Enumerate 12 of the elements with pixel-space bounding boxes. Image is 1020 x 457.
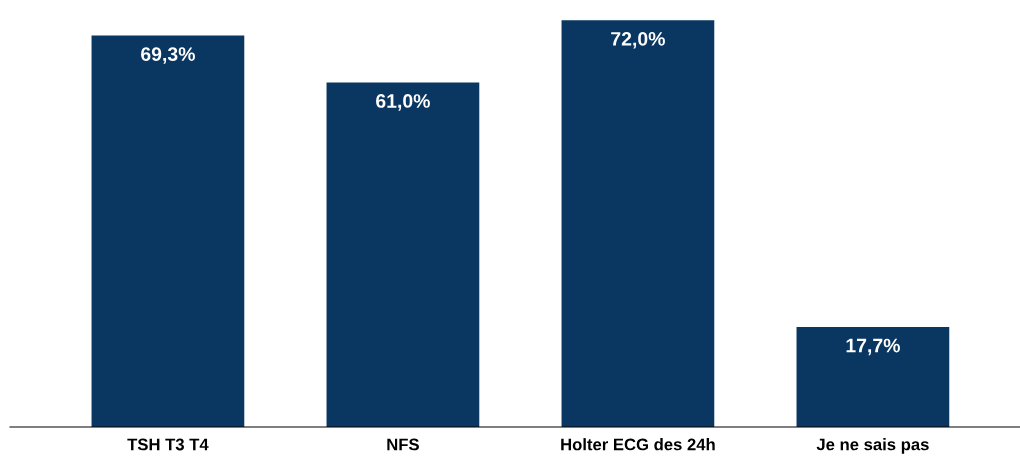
data-label: 17,7% [846,338,900,356]
data-label: 61,0% [376,94,430,111]
data-label: 69,3% [141,47,195,64]
bar [796,327,950,427]
x-tick-label: Je ne sais pas [816,438,929,454]
data-label: 72,0% [611,31,665,49]
x-tick-label: TSH T3 T4 [127,438,209,451]
bar [326,82,480,427]
bar [561,20,715,427]
bar [91,35,245,427]
x-tick-label: Holter ECG des 24h [561,438,715,451]
x-tick-label: NFS [387,438,419,451]
